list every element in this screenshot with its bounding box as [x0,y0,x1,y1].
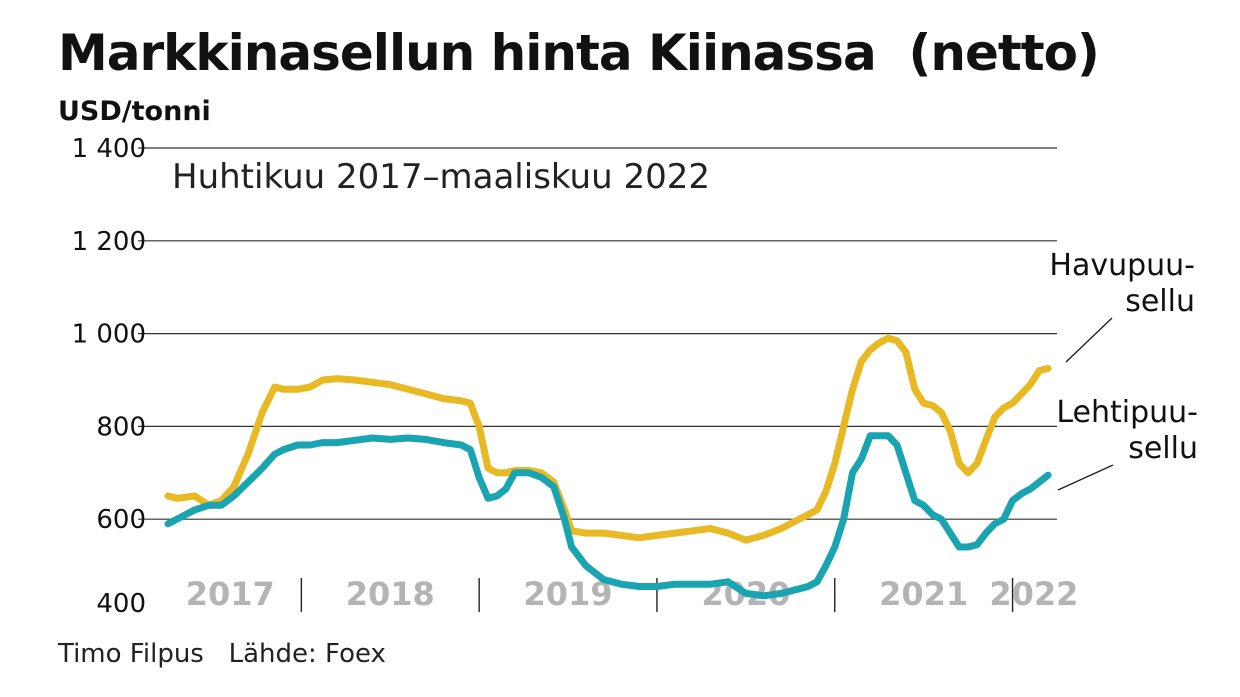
x-year-label: 2019 [524,575,613,613]
unit-label: USD/tonni [58,96,211,127]
year-labels: 2017 2018 2019 2020 2021 2022 [186,575,1079,613]
y-tick-label: 600 [96,505,146,535]
x-year-label: 2017 [186,575,275,613]
series-line [164,334,1052,544]
series-label: Lehtipuu-sellu [1056,395,1198,466]
label-leader-line [1057,464,1114,491]
grid-lines [138,147,1057,520]
y-tick-label: 1 000 [72,320,146,350]
chart-subtitle: Huhtikuu 2017–maaliskuu 2022 [172,157,710,197]
chart-title: Markkinasellun hinta Kiinassa (netto) [58,24,1100,82]
x-year-label: 2022 [989,575,1078,613]
series-line [164,432,1052,600]
series-labels: Havupuu-sellu Lehtipuu-sellu [1049,248,1198,491]
y-tick-label: 1 400 [72,134,146,164]
y-tick-label: 400 [96,589,146,619]
y-axis-ticks: 400 600 800 1 000 1 200 1 400 [72,134,146,619]
y-tick-label: 1 200 [72,227,146,257]
x-year-label: 2018 [346,575,435,613]
credit-and-source: Timo Filpus Lähde: Foex [58,639,386,669]
series-lines [164,334,1052,600]
year-separators [300,578,1014,612]
series-label: Havupuu-sellu [1049,248,1195,319]
label-leader-line [1065,317,1113,363]
y-tick-label: 800 [96,412,146,442]
x-year-label: 2021 [879,575,968,613]
